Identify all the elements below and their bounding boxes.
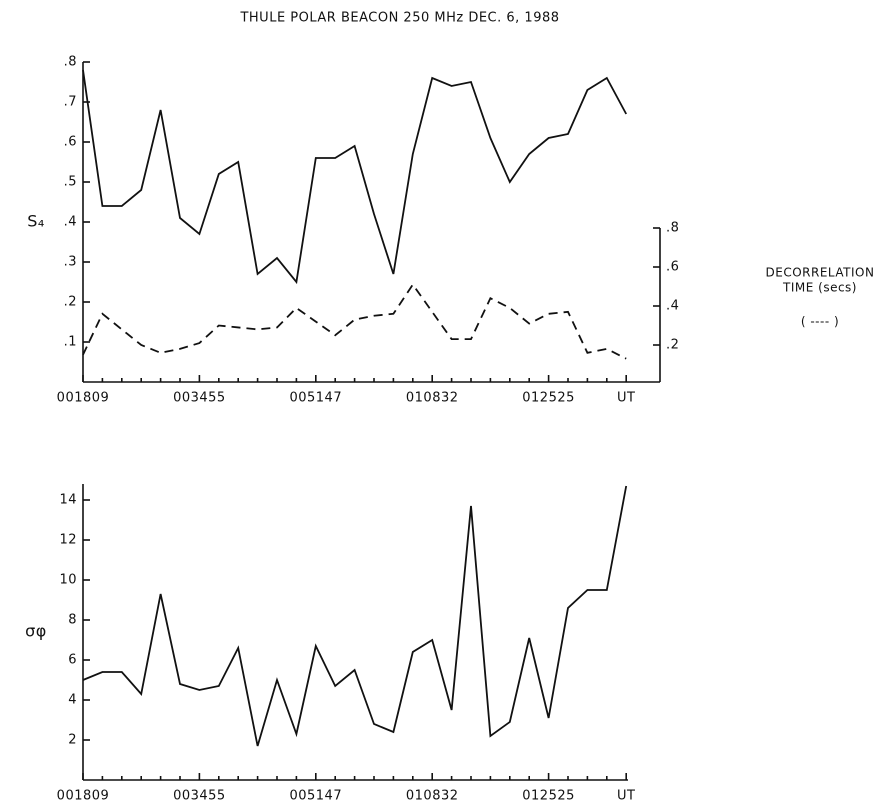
y-tick-label: .3 — [64, 255, 77, 270]
x-tick-label: 005147 — [289, 789, 342, 804]
y-tick-label: .5 — [64, 175, 77, 190]
y-tick-label: .1 — [64, 335, 77, 350]
chart-title: THULE POLAR BEACON 250 MHz DEC. 6, 1988 — [239, 11, 559, 26]
y-tick-label: .4 — [64, 215, 77, 230]
y-tick-label: 6 — [68, 653, 77, 668]
y2-axis-label: DECORRELATION — [766, 266, 875, 280]
x-tick-label: 005147 — [289, 391, 342, 406]
y2-tick-label: .6 — [666, 260, 679, 275]
data-line — [82, 282, 627, 360]
x-tick-label: 001809 — [57, 391, 110, 406]
y2-legend: ( ---- ) — [801, 315, 839, 329]
y-tick-label: .6 — [64, 135, 77, 150]
y-axis-label: S₄ — [27, 212, 45, 231]
x-tick-label: 001809 — [57, 789, 110, 804]
y-tick-label: 4 — [68, 693, 77, 708]
y2-tick-label: .8 — [666, 221, 679, 236]
x-tick-label: 010832 — [406, 789, 459, 804]
y2-axis-label: TIME (secs) — [782, 281, 857, 295]
x-tick-label: UT — [617, 789, 635, 804]
y-tick-label: 14 — [59, 493, 77, 508]
data-line — [82, 69, 627, 285]
y-tick-label: 12 — [59, 533, 77, 548]
x-tick-label: 012525 — [522, 391, 575, 406]
y-tick-label: .2 — [64, 295, 77, 310]
data-line — [82, 485, 628, 747]
x-tick-label: 010832 — [406, 391, 459, 406]
y-tick-label: 10 — [59, 573, 77, 588]
y-tick-label: .8 — [64, 55, 77, 70]
x-tick-label: 003455 — [173, 789, 226, 804]
y2-tick-label: .4 — [666, 299, 679, 314]
y-tick-label: 2 — [68, 733, 77, 748]
x-tick-label: 012525 — [522, 789, 575, 804]
x-tick-label: 003455 — [173, 391, 226, 406]
y2-tick-label: .2 — [666, 338, 679, 353]
y-axis-label: σφ — [25, 622, 47, 641]
y-tick-label: .7 — [64, 95, 77, 110]
x-tick-label: UT — [617, 391, 635, 406]
y-tick-label: 8 — [68, 613, 77, 628]
